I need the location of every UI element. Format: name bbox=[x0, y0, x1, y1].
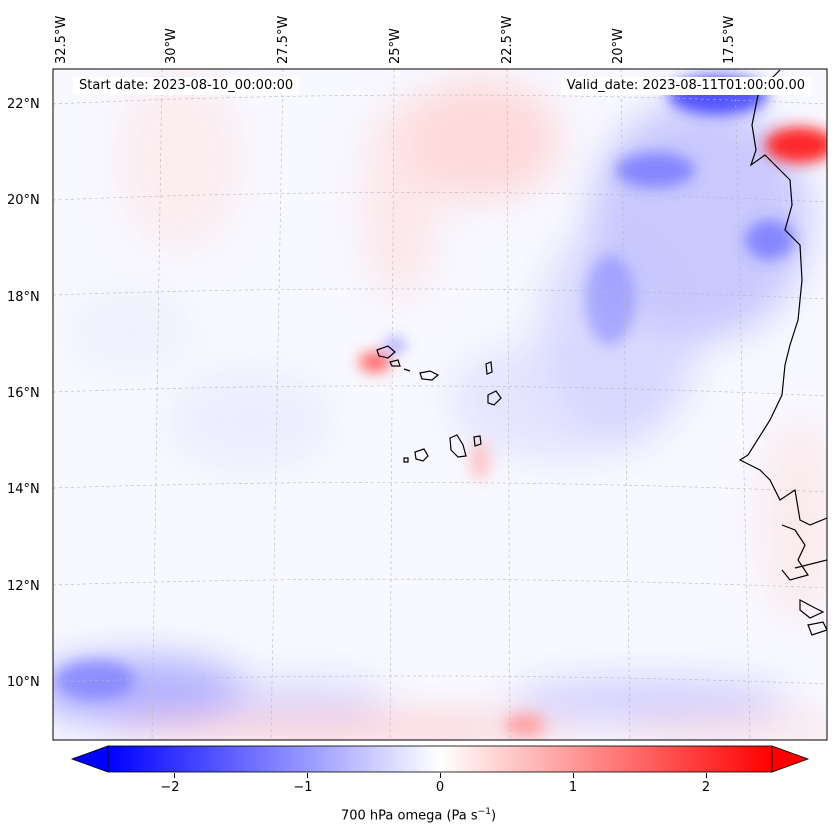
colorbar-tick-mark bbox=[174, 773, 175, 778]
colorbar-gradient bbox=[107, 745, 773, 773]
colorbar-tick-mark bbox=[706, 773, 707, 778]
lat-label-18n: 18°N bbox=[7, 290, 40, 305]
colorbar-label: 700 hPa omega (Pa s−1) bbox=[0, 807, 837, 823]
lat-label-20n: 20°N bbox=[7, 193, 40, 208]
colorbar-extend-right bbox=[771, 745, 810, 773]
islands bbox=[376, 345, 502, 463]
lat-label-16n: 16°N bbox=[7, 386, 40, 401]
coastline bbox=[738, 69, 827, 636]
graticule bbox=[53, 69, 827, 740]
colorbar-tick-mark bbox=[573, 773, 574, 778]
lat-label-12n: 12°N bbox=[7, 579, 40, 594]
colorbar-tick-label: −1 bbox=[293, 780, 313, 795]
colorbar-tick-mark bbox=[307, 773, 308, 778]
lat-label-22n: 22°N bbox=[7, 97, 40, 112]
map-area bbox=[53, 69, 827, 740]
lon-label-22-5w: 22.5°W bbox=[500, 15, 515, 64]
lon-label-20w: 20°W bbox=[611, 28, 626, 64]
colorbar-extend-left bbox=[70, 745, 109, 773]
colorbar-tick-mark bbox=[440, 773, 441, 778]
colorbar-label-text: 700 hPa omega (Pa s bbox=[340, 808, 478, 824]
colorbar-tick-label: 0 bbox=[435, 780, 445, 795]
valid-date-label: Valid_date: 2023-08-11T01:00:00.00 bbox=[560, 77, 811, 95]
lon-label-32-5w: 32.5°W bbox=[54, 15, 69, 64]
lat-label-14n: 14°N bbox=[7, 482, 40, 497]
colorbar-tick-label: 1 bbox=[568, 780, 578, 795]
colorbar-tick-label: −2 bbox=[160, 780, 180, 795]
colorbar bbox=[70, 745, 810, 773]
lon-label-30w: 30°W bbox=[164, 28, 179, 64]
lat-label-10n: 10°N bbox=[7, 675, 40, 690]
colorbar-label-exponent: −1 bbox=[477, 807, 491, 817]
start-date-label: Start date: 2023-08-10_00:00:00 bbox=[73, 77, 300, 95]
lon-label-17-5w: 17.5°W bbox=[722, 15, 737, 64]
lon-label-25w: 25°W bbox=[388, 28, 403, 64]
colorbar-label-close: ) bbox=[490, 808, 497, 824]
lon-label-27-5w: 27.5°W bbox=[276, 15, 291, 64]
colorbar-tick-label: 2 bbox=[701, 780, 711, 795]
map-frame bbox=[52, 68, 828, 741]
